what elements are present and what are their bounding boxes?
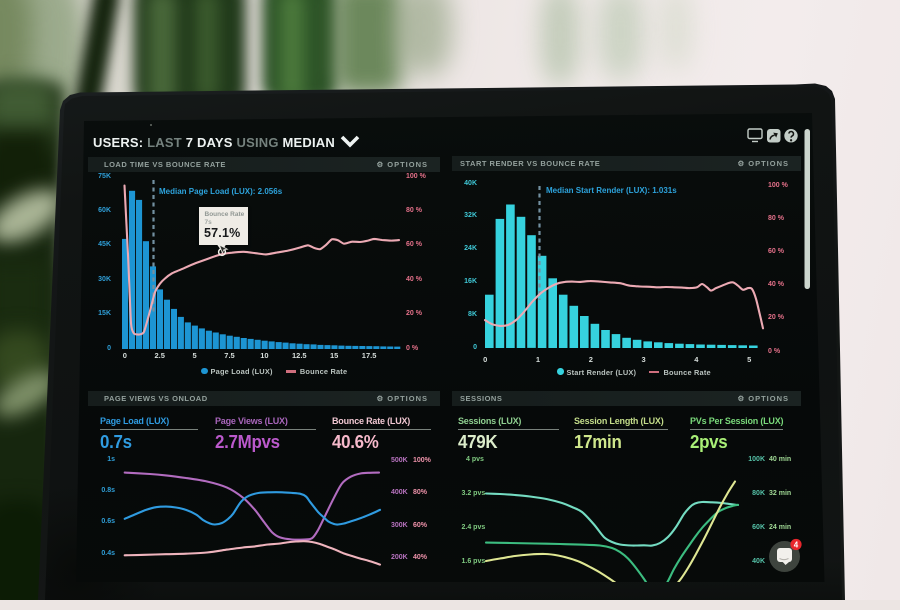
svg-text:4: 4 <box>794 541 799 550</box>
